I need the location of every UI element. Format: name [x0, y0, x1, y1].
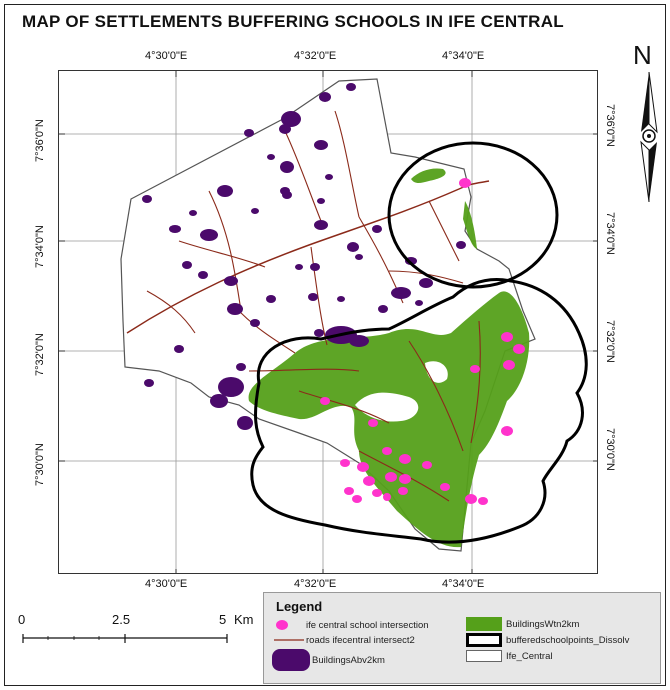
- lat-tick-left-2: 7°34'0"N: [34, 225, 46, 268]
- legend-school-intersection: ife central school intersection: [306, 620, 429, 631]
- north-arrow-icon: [632, 72, 666, 202]
- scale-unit: Km: [234, 612, 254, 627]
- lat-tick-right-4: 7°30'0"N: [604, 428, 616, 471]
- legend-title: Legend: [276, 599, 322, 614]
- lat-tick-left-3: 7°32'0"N: [34, 333, 46, 376]
- map-title: MAP OF SETTLEMENTS BUFFERING SCHOOLS IN …: [22, 12, 564, 32]
- lat-tick-right-2: 7°34'0"N: [604, 212, 616, 255]
- legend-buffer: bufferedschoolpoints_Dissolv: [506, 635, 629, 646]
- legend-buildings-within: BuildingsWtn2km: [506, 619, 579, 630]
- scale-bar: 0 2.5 5 Km: [18, 612, 268, 652]
- legend-buildings-above: BuildingsAbv2km: [312, 655, 385, 666]
- boundary-symbol-icon: [466, 650, 502, 662]
- road-line-symbol-icon: [274, 637, 304, 643]
- lon-tick-bottom-2: 4°32'0"E: [294, 578, 336, 590]
- map-canvas[interactable]: [58, 70, 598, 574]
- lon-tick-top-2: 4°32'0"E: [294, 50, 336, 62]
- scale-label-end: 5: [219, 612, 226, 627]
- buffer-symbol-icon: [466, 633, 502, 647]
- legend-boundary: Ife_Central: [506, 651, 552, 662]
- lat-tick-left-1: 7°36'0"N: [34, 119, 46, 162]
- legend-roads: roads ifecentral intersect2: [306, 635, 415, 646]
- lat-tick-left-4: 7°30'0"N: [34, 443, 46, 486]
- lon-tick-top-1: 4°30'0"E: [145, 50, 187, 62]
- lon-tick-bottom-3: 4°34'0"E: [442, 578, 484, 590]
- lat-tick-right-1: 7°36'0"N: [604, 104, 616, 147]
- scale-bar-line: [22, 632, 232, 644]
- lon-tick-bottom-1: 4°30'0"E: [145, 578, 187, 590]
- buildings-within-symbol-icon: [466, 617, 502, 631]
- school-point-symbol-icon: [274, 619, 290, 631]
- scale-label-mid: 2.5: [112, 612, 130, 627]
- legend: Legend ife central school intersection r…: [263, 592, 661, 684]
- buildings-above-symbol-icon: [272, 649, 310, 671]
- lat-tick-right-3: 7°32'0"N: [604, 320, 616, 363]
- lon-tick-top-3: 4°34'0"E: [442, 50, 484, 62]
- map-svg: [59, 71, 598, 574]
- scale-label-0: 0: [18, 612, 25, 627]
- north-label: N: [633, 40, 652, 71]
